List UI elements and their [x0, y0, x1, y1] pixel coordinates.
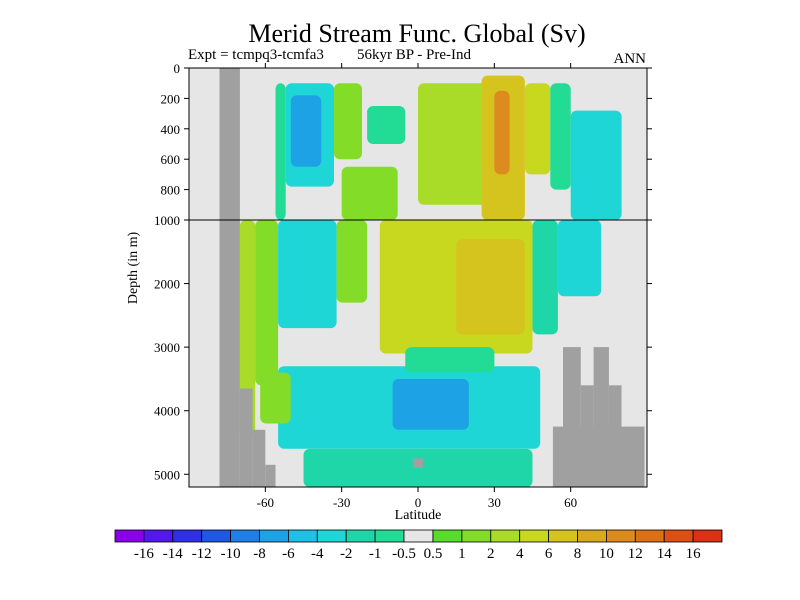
- x-tick-label: -60: [257, 495, 274, 510]
- colorbar-swatch: [172, 529, 203, 543]
- colorbar-label: 2: [487, 546, 495, 562]
- colorbar-swatch: [345, 529, 376, 543]
- contour-region: [392, 378, 469, 430]
- colorbar-label: 0.5: [424, 546, 443, 562]
- colorbar-label: -4: [311, 546, 324, 562]
- colorbar-label: -2: [340, 546, 353, 562]
- contour-region: [367, 106, 406, 144]
- colorbar-swatch: [606, 529, 636, 543]
- y-tick-label: 5000: [154, 467, 180, 482]
- colorbar-swatch: [634, 529, 665, 543]
- chart-subtitle-season: ANN: [614, 51, 647, 67]
- contour-region: [532, 220, 558, 335]
- colorbar-label: -12: [192, 546, 212, 562]
- contour-region: [334, 83, 362, 160]
- contour-region: [336, 220, 368, 303]
- contour-region: [557, 220, 602, 297]
- land-block: [608, 385, 622, 487]
- contour-region: [405, 347, 495, 373]
- x-tick-label: 30: [488, 495, 501, 510]
- y-tick-label: 2000: [154, 277, 180, 292]
- colorbar-swatch: [692, 529, 723, 543]
- colorbar-swatch: [316, 529, 347, 543]
- contour-region: [570, 110, 622, 220]
- contour-region: [255, 220, 279, 386]
- y-tick-label: 4000: [154, 404, 180, 419]
- colorbar-label: -16: [134, 546, 154, 562]
- land-block: [252, 429, 266, 487]
- contour-region: [494, 90, 510, 175]
- colorbar-swatch: [519, 529, 550, 543]
- y-tick-label: 200: [161, 91, 181, 106]
- land-block: [593, 347, 609, 487]
- chart-subtitle-experiment: Expt = tcmpq3-tcmfa3: [188, 47, 324, 63]
- x-axis-label: Latitude: [395, 508, 442, 523]
- colorbar-swatch: [201, 529, 231, 543]
- colorbar-label: 10: [599, 546, 614, 562]
- contour-region: [275, 83, 286, 220]
- colorbar-swatch: [663, 529, 694, 543]
- contour-region: [550, 83, 571, 190]
- contour-region: [341, 166, 398, 220]
- colorbar-swatch: [490, 529, 521, 543]
- colorbar-swatch: [461, 529, 492, 543]
- colorbar-label: -6: [282, 546, 295, 562]
- land-block: [239, 388, 253, 487]
- colorbar-swatch: [374, 529, 405, 543]
- x-tick-label: 60: [564, 495, 577, 510]
- colorbar-swatch: [548, 529, 578, 543]
- contour-regions: [239, 75, 622, 487]
- colorbar-swatch: [143, 529, 174, 543]
- y-tick-label: 400: [161, 122, 181, 137]
- land-block: [580, 385, 594, 487]
- contour-region: [303, 448, 533, 487]
- colorbar-swatch: [259, 529, 289, 543]
- y-tick-label: 800: [161, 183, 181, 198]
- land-block: [563, 347, 581, 487]
- chart-subtitle-period: 56kyr BP - Pre-Ind: [357, 47, 472, 63]
- colorbar-label: 1: [458, 546, 466, 562]
- colorbar-label: -10: [221, 546, 241, 562]
- colorbar-label: 14: [657, 546, 673, 562]
- colorbar-swatch: [432, 529, 463, 543]
- colorbar-label: 6: [545, 546, 553, 562]
- y-tick-label: 3000: [154, 340, 180, 355]
- x-tick-label: -30: [333, 495, 350, 510]
- colorbar-label: -14: [163, 546, 183, 562]
- colorbar-swatch: [403, 529, 434, 543]
- land-block: [219, 68, 240, 487]
- colorbar: -16 -14 -12 -10 -8 -6 -4 -2 -1 -0.5 0.5 1 2 4 6 8 10 12 14…: [114, 529, 723, 562]
- colorbar-swatch: [230, 529, 260, 543]
- colorbar-swatch: [577, 529, 607, 543]
- y-axis-ticks: 0 200 400 600 800 1000 2000 3000 4000 5000: [154, 61, 652, 482]
- y-tick-label: 0: [174, 61, 181, 76]
- x-tick-label: 0: [415, 495, 422, 510]
- colorbar-label: 8: [574, 546, 582, 562]
- contour-region: [260, 372, 291, 424]
- colorbar-swatch: [114, 529, 145, 543]
- colorbar-label: -8: [253, 546, 266, 562]
- land-block: [412, 458, 424, 468]
- x-axis-ticks: -60 -30 0 30 60: [257, 63, 577, 510]
- colorbar-label: 4: [516, 546, 524, 562]
- colorbar-label: -1: [369, 546, 382, 562]
- plot-area: [188, 67, 648, 488]
- colorbar-label: 16: [686, 546, 702, 562]
- chart-title: Merid Stream Func. Global (Sv): [248, 19, 585, 48]
- colorbar-label: 12: [628, 546, 643, 562]
- y-tick-label: 600: [161, 152, 181, 167]
- land-mask: [219, 68, 645, 488]
- colorbar-swatch: [287, 529, 318, 543]
- contour-region: [278, 220, 337, 329]
- contour-region: [524, 83, 551, 175]
- colorbar-label: -0.5: [392, 546, 416, 562]
- contour-region: [456, 239, 525, 335]
- y-tick-label: 1000: [154, 213, 180, 228]
- land-block: [265, 464, 276, 488]
- contour-region: [290, 95, 322, 167]
- contour-region: [239, 220, 256, 437]
- y-axis-label: Depth (in m): [126, 232, 141, 305]
